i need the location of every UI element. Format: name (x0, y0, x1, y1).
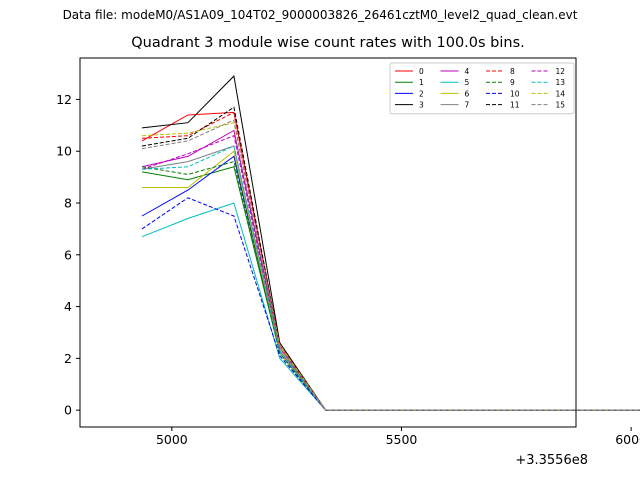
series-line-13 (141, 145, 640, 411)
series-line-1 (141, 166, 640, 411)
y-tick-label: 0 (64, 403, 72, 418)
series-line-2 (141, 155, 640, 411)
series-line-10 (141, 197, 640, 411)
plot-frame (79, 57, 577, 428)
y-tick-label: 8 (64, 196, 72, 211)
y-tick-label: 10 (56, 144, 72, 159)
legend-label-6: 6 (465, 89, 470, 98)
suptitle: Data file: modeM0/AS1A09_104T02_90000038… (62, 8, 578, 22)
x-tick-label: 5000 (156, 432, 188, 447)
x-tick-label: 5500 (386, 432, 418, 447)
legend-label-11: 11 (510, 101, 520, 110)
legend-label-9: 9 (510, 78, 515, 87)
y-tick-label: 2 (64, 351, 72, 366)
series-line-9 (141, 160, 640, 411)
series-line-11 (141, 106, 640, 411)
legend-box (389, 62, 575, 115)
series-line-15 (141, 119, 640, 411)
legend-label-10: 10 (510, 89, 520, 98)
legend-label-7: 7 (465, 101, 470, 110)
series-lines (141, 75, 640, 411)
legend-label-13: 13 (556, 78, 566, 87)
series-line-5 (141, 202, 640, 411)
series-line-0 (141, 111, 640, 411)
series-line-8 (141, 111, 640, 411)
legend-label-12: 12 (556, 67, 566, 76)
legend-label-5: 5 (465, 78, 470, 87)
legend-label-1: 1 (419, 78, 424, 87)
series-line-12 (141, 135, 640, 411)
legend-label-2: 2 (419, 89, 424, 98)
legend-label-0: 0 (419, 67, 424, 76)
chart-title: Quadrant 3 module wise count rates with … (131, 35, 525, 51)
legend-label-3: 3 (419, 101, 424, 110)
axes: 500055006000650070007500024681012 (56, 57, 640, 447)
y-tick-label: 4 (64, 299, 72, 314)
legend-label-15: 15 (556, 101, 566, 110)
series-line-6 (142, 150, 640, 411)
legend-label-14: 14 (556, 89, 566, 98)
y-tick-label: 6 (64, 247, 72, 262)
y-tick-label: 12 (56, 92, 72, 107)
series-line-4 (141, 129, 640, 411)
x-offset-label: +3.3556e8 (515, 453, 588, 468)
series-line-14 (141, 122, 640, 411)
legend-label-8: 8 (510, 67, 515, 76)
legend-label-4: 4 (465, 67, 470, 76)
series-line-7 (141, 145, 640, 411)
